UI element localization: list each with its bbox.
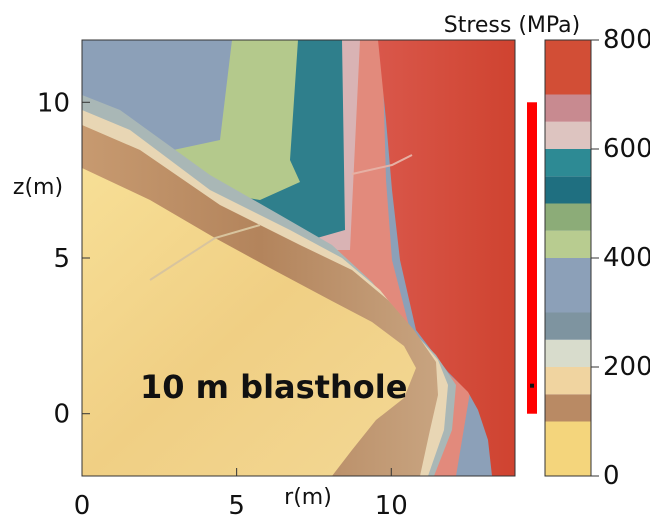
y-axis: 0 5 10 bbox=[37, 88, 90, 430]
x-tick-label: 0 bbox=[74, 491, 91, 521]
colorbar-level bbox=[545, 421, 591, 476]
contour-800 bbox=[378, 40, 515, 476]
y-tick-label: 5 bbox=[53, 244, 70, 274]
blasthole-marker bbox=[530, 383, 534, 388]
x-tick-label: 5 bbox=[228, 491, 245, 521]
colorbar-level bbox=[545, 339, 591, 367]
blasthole bbox=[527, 102, 537, 414]
colorbar-tick-label: 0 bbox=[603, 461, 620, 491]
x-axis-label: r(m) bbox=[284, 485, 332, 510]
colorbar-level bbox=[545, 121, 591, 149]
blasthole-label: 10 m blasthole bbox=[140, 368, 407, 406]
y-tick-label: 10 bbox=[37, 88, 70, 118]
x-tick-label: 10 bbox=[375, 491, 408, 521]
colorbar-level bbox=[545, 312, 591, 340]
wavefront-line bbox=[351, 154, 413, 175]
colorbar-level bbox=[545, 258, 591, 313]
colorbar-tick-label: 600 bbox=[603, 134, 650, 164]
colorbar-tick-label: 800 bbox=[603, 25, 650, 55]
colorbar-tick-label: 200 bbox=[603, 352, 650, 382]
colorbar-level bbox=[545, 176, 591, 204]
colorbar-level bbox=[545, 203, 591, 231]
colorbar-level bbox=[545, 149, 591, 177]
colorbar-level bbox=[545, 367, 591, 395]
contour-0 bbox=[82, 168, 416, 476]
x-axis: 0 5 10 bbox=[74, 468, 408, 521]
colorbar-level bbox=[545, 40, 591, 95]
y-tick-label: 0 bbox=[53, 400, 70, 430]
colorbar-tick-label: 400 bbox=[603, 243, 650, 273]
blasthole-bar bbox=[527, 102, 537, 414]
colorbar-level bbox=[545, 94, 591, 122]
colorbar: 0 200 400 600 800 bbox=[544, 25, 650, 491]
colorbar-level bbox=[545, 230, 591, 258]
plot-area bbox=[82, 40, 515, 476]
wavefront-line bbox=[149, 224, 261, 281]
colorbar-level bbox=[545, 394, 591, 422]
y-axis-label: z(m) bbox=[13, 175, 63, 200]
colorbar-label: Stress (MPa) bbox=[444, 13, 581, 38]
